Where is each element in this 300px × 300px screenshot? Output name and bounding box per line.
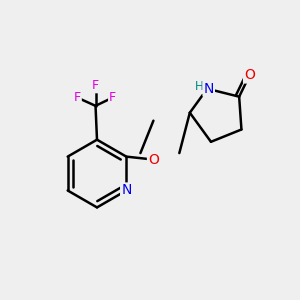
Text: N: N [203, 82, 214, 96]
Text: O: O [148, 153, 159, 166]
Text: H: H [195, 80, 203, 93]
Text: F: F [74, 91, 81, 104]
Text: O: O [244, 68, 255, 83]
Text: N: N [121, 184, 131, 197]
Text: F: F [109, 91, 116, 104]
Text: F: F [92, 79, 99, 92]
